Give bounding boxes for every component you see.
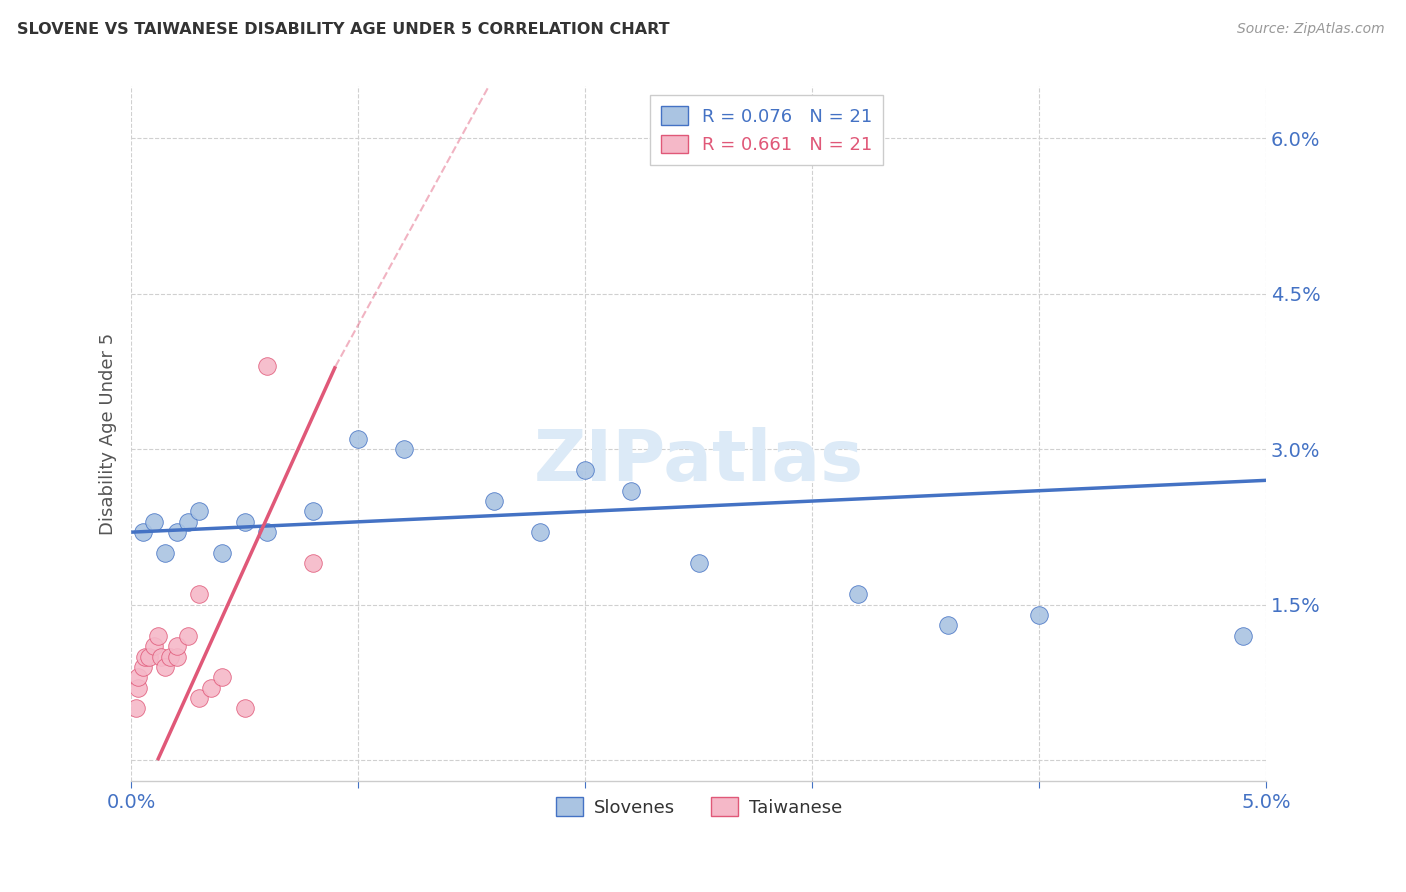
- Point: [200, 681, 222, 695]
- Point: [233, 515, 256, 529]
- Point: [619, 483, 641, 498]
- Point: [166, 649, 188, 664]
- Point: [392, 442, 415, 457]
- Point: [142, 639, 165, 653]
- Point: [484, 494, 506, 508]
- Point: [188, 504, 211, 518]
- Point: [166, 525, 188, 540]
- Point: [1232, 629, 1254, 643]
- Point: [301, 504, 323, 518]
- Point: [127, 670, 149, 684]
- Point: [688, 556, 710, 570]
- Text: ZIPatlas: ZIPatlas: [534, 427, 863, 496]
- Point: [127, 681, 149, 695]
- Legend: Slovenes, Taiwanese: Slovenes, Taiwanese: [548, 790, 849, 824]
- Point: [574, 463, 596, 477]
- Point: [131, 525, 153, 540]
- Point: [177, 629, 200, 643]
- Text: SLOVENE VS TAIWANESE DISABILITY AGE UNDER 5 CORRELATION CHART: SLOVENE VS TAIWANESE DISABILITY AGE UNDE…: [17, 22, 669, 37]
- Point: [188, 587, 211, 601]
- Point: [256, 359, 278, 374]
- Point: [138, 649, 160, 664]
- Point: [159, 649, 181, 664]
- Point: [134, 649, 156, 664]
- Point: [256, 525, 278, 540]
- Point: [148, 629, 170, 643]
- Text: Source: ZipAtlas.com: Source: ZipAtlas.com: [1237, 22, 1385, 37]
- Point: [1028, 608, 1050, 623]
- Y-axis label: Disability Age Under 5: Disability Age Under 5: [100, 333, 117, 535]
- Point: [125, 701, 148, 715]
- Point: [188, 691, 211, 706]
- Point: [131, 660, 153, 674]
- Point: [846, 587, 869, 601]
- Point: [936, 618, 959, 632]
- Point: [233, 701, 256, 715]
- Point: [347, 432, 370, 446]
- Point: [177, 515, 200, 529]
- Point: [142, 515, 165, 529]
- Point: [211, 546, 233, 560]
- Point: [149, 649, 172, 664]
- Point: [211, 670, 233, 684]
- Point: [155, 660, 177, 674]
- Point: [529, 525, 551, 540]
- Point: [301, 556, 323, 570]
- Point: [155, 546, 177, 560]
- Point: [166, 639, 188, 653]
